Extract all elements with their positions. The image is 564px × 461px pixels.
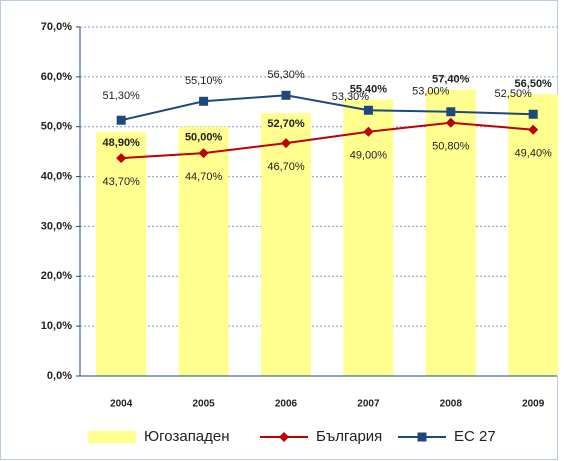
legend-swatch: [88, 431, 136, 443]
bar: [96, 132, 147, 376]
legend-marker: [417, 432, 427, 442]
bar: [508, 94, 559, 377]
x-tick-label: 2008: [440, 399, 463, 410]
line-value-label: 46,70%: [267, 161, 305, 173]
bar: [261, 113, 311, 376]
marker: [199, 96, 209, 106]
x-tick-label: 2006: [275, 399, 298, 410]
marker: [528, 124, 539, 135]
marker: [446, 107, 456, 117]
marker: [445, 117, 456, 128]
x-tick-label: 2007: [357, 399, 380, 410]
line-value-label: 56,30%: [267, 69, 305, 81]
bar-value-label: 52,70%: [267, 118, 305, 130]
y-tick-label: 30,0%: [41, 220, 72, 232]
bar-value-label: 55,40%: [350, 84, 388, 96]
y-tick-label: 70,0%: [41, 21, 72, 33]
line-value-label: 51,30%: [103, 90, 141, 102]
y-tick-label: 40,0%: [41, 170, 72, 182]
bar: [178, 126, 229, 376]
line-value-label: 53,30%: [332, 91, 370, 103]
line-value-label: 53,00%: [412, 86, 450, 98]
y-tick-label: 10,0%: [41, 320, 72, 332]
bar-value-label: 57,40%: [432, 74, 470, 86]
bar-value-label: 48,90%: [103, 137, 141, 149]
marker: [116, 115, 126, 125]
line-value-label: 52,50%: [495, 88, 533, 100]
legend-label: България: [316, 428, 382, 445]
legend-label: Югозападен: [144, 428, 230, 445]
x-tick-label: 2009: [522, 399, 545, 410]
x-tick-label: 2005: [192, 399, 215, 410]
bar: [343, 99, 394, 376]
bar-value-label: 50,00%: [185, 132, 223, 144]
bar: [425, 89, 476, 376]
line: [121, 121, 534, 160]
line-value-label: 43,70%: [103, 176, 141, 188]
line-value-label: 50,80%: [432, 141, 470, 153]
marker: [363, 105, 373, 115]
legend-marker: [279, 432, 289, 442]
marker: [281, 90, 291, 100]
line: [120, 94, 534, 122]
y-tick-label: 0,0%: [47, 370, 72, 382]
marker: [363, 126, 374, 137]
line-value-label: 44,70%: [185, 171, 223, 183]
marker: [116, 153, 127, 164]
line-value-label: 49,40%: [515, 148, 553, 160]
marker: [528, 109, 538, 119]
y-tick-label: 60,0%: [41, 71, 72, 83]
line-value-label: 55,10%: [185, 75, 223, 87]
legend-label: ЕС 27: [454, 428, 496, 445]
marker: [198, 148, 209, 159]
line-value-label: 49,00%: [350, 150, 388, 162]
bar-value-label: 56,50%: [515, 78, 553, 90]
y-tick-label: 20,0%: [41, 270, 72, 282]
marker: [281, 138, 291, 149]
y-tick-label: 50,0%: [41, 121, 72, 133]
x-tick-label: 2004: [110, 399, 133, 410]
